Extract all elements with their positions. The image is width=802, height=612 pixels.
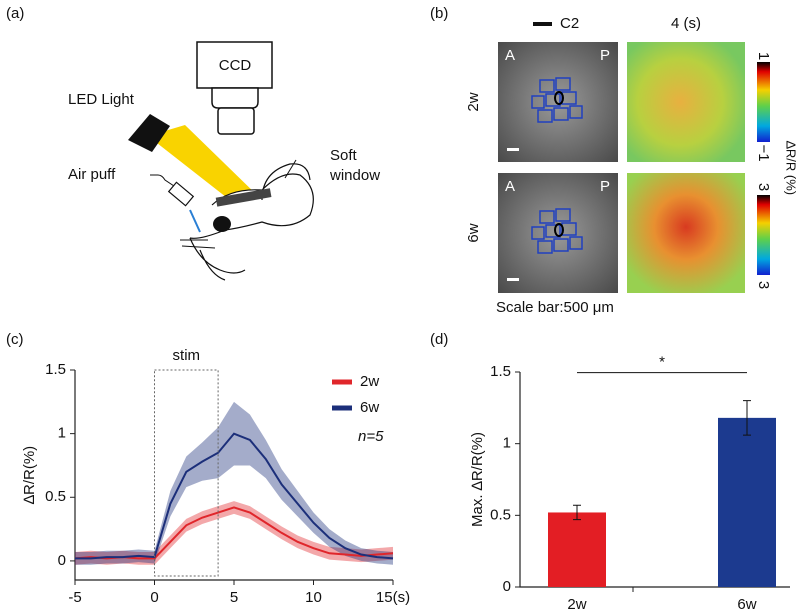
row-label: 2w [465,92,482,111]
window-label: Soft [330,147,358,164]
error-bar [573,504,581,521]
y-tick-label: 0 [503,578,511,595]
marker-label: C2 [560,15,579,32]
series-line [75,432,394,560]
colorbar-tick: −1 [755,144,772,161]
stimulus-label: Air puff [68,166,116,183]
y-axis-label: ∆R/R(%) [21,446,38,504]
x-tick-label: 0 [150,589,158,606]
colorbar-tick: 3 [755,183,772,191]
panel-label: (c) [6,331,24,348]
row-label: 6w [465,223,482,242]
cortex-images [498,42,770,293]
panel-label: (b) [430,5,448,22]
y-tick-label: 0.5 [45,488,66,505]
stim-box [154,369,219,577]
y-tick-label: 1 [503,435,511,452]
bar [548,512,606,587]
time-label: 4 (s) [671,15,701,32]
significance-label: * [659,354,665,371]
x-tick-label: 10 [305,589,322,606]
x-tick-label: -5 [68,589,81,606]
legend-label: 2w [360,373,379,390]
posterior-label: P [600,47,610,64]
colorbar-tick: 3 [755,281,772,289]
window-label: window [329,167,380,184]
y-tick-label: 1.5 [490,363,511,380]
anterior-label: A [505,47,515,64]
x-tick-label: 6w [737,596,756,612]
y-tick-label: 0 [58,552,66,569]
y-tick-label: 1.5 [45,361,66,378]
x-tick-label: 5 [230,589,238,606]
stim-label: stim [173,347,201,364]
y-tick-label: 1 [58,425,66,442]
bar [718,417,776,587]
panel-label: (d) [430,331,448,348]
error-band [75,401,393,565]
y-axis-label: Max. ∆R/R(%) [469,432,486,527]
scale-label: Scale bar:500 μm [496,299,614,316]
x-tick-label: 15(s) [376,589,410,606]
x-tick-label: 2w [567,596,586,612]
colorbar-tick: 1 [755,52,772,60]
setup-diagram [128,41,314,281]
camera-label: CCD [219,57,252,74]
legend-label: 6w [360,399,379,416]
y-tick-label: 0.5 [490,506,511,523]
error-bar [743,400,751,436]
n-label: n=5 [358,428,384,445]
colorbar-label: ∆R/R (%) [784,141,799,195]
anterior-label: A [505,178,515,195]
light-label: LED Light [68,91,135,108]
posterior-label: P [600,178,610,195]
panel-label: (a) [6,5,24,22]
